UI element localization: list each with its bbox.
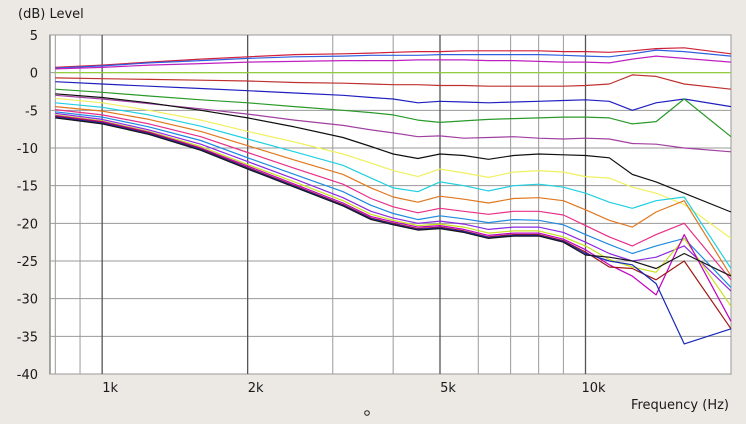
series-line-13 [55,109,732,281]
series-line-1 [55,47,732,68]
y-tick-label: 5 [30,29,38,44]
series-line-7 [55,88,732,138]
y-tick-label: -10 [17,142,38,157]
y-tick-label: 0 [30,67,38,82]
series-line-6 [55,81,732,111]
series-line-5 [55,74,732,90]
series-line-12 [55,106,732,277]
series-line-8 [55,94,732,153]
y-tick-label: -20 [17,217,38,232]
y-axis-ticks: 5 0 -5 -10 -15 -20 -25 -30 -35 -40 [17,29,38,383]
y-tick-label: -15 [17,180,38,195]
y-tick-label: -5 [25,104,38,119]
y-tick-label: -40 [17,368,38,383]
x-tick-label: 5k [440,381,456,396]
series-layer [55,47,732,345]
y-axis-label: (dB) Level [18,7,84,22]
x-axis-label: Frequency (Hz) [631,398,729,413]
x-axis-ticks: 1k 2k 5k 10k [102,381,606,396]
series-line-15 [55,112,732,292]
series-line-11 [55,102,732,269]
series-line-14 [55,111,732,288]
y-tick-label: -35 [17,330,38,345]
series-line-9 [55,93,732,213]
y-tick-label: -25 [17,255,38,270]
series-line-17 [55,115,732,322]
x-tick-label: 10k [581,381,606,396]
series-line-10 [55,97,732,239]
y-tick-label: -30 [17,293,38,308]
series-line-2 [55,49,732,69]
series-line-20 [55,117,732,277]
x-tick-label: 2k [248,381,264,396]
cursor-marker [364,410,370,416]
x-tick-label: 1k [102,381,118,396]
series-line-3 [55,55,732,70]
series-line-19 [55,116,732,345]
series-line-18 [55,115,732,330]
